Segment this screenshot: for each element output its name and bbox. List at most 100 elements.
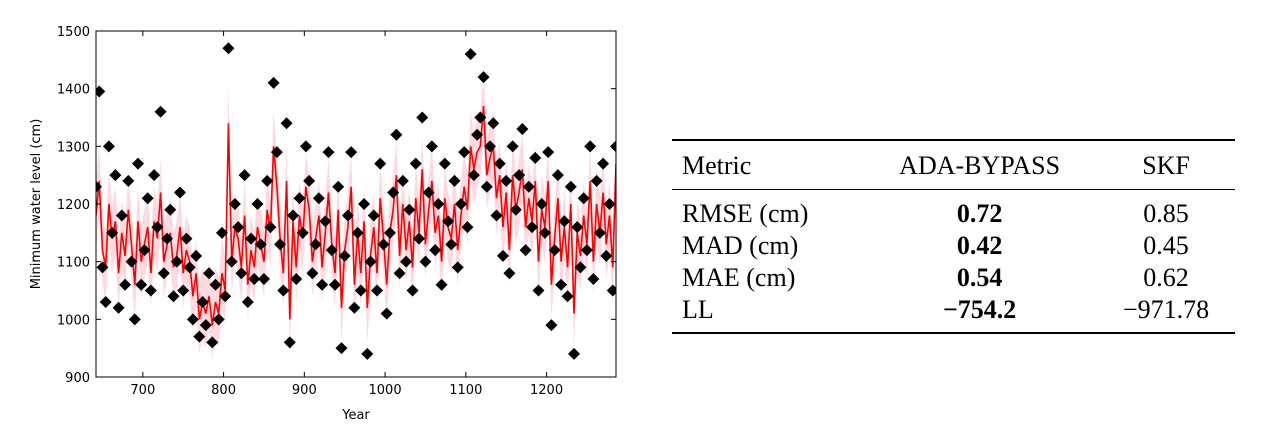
observed-point: [283, 336, 296, 349]
metric-name: MAD (cm): [682, 231, 799, 260]
observed-point: [138, 244, 151, 257]
observed-point: [238, 169, 251, 182]
observed-point: [99, 296, 112, 309]
observed-point: [193, 330, 206, 343]
observed-point: [580, 244, 593, 257]
observed-point: [335, 342, 348, 355]
observed-point: [257, 272, 270, 285]
observed-point: [522, 180, 535, 193]
observed-point: [358, 198, 371, 210]
table-row: LL −754.2 −971.78: [672, 294, 1235, 333]
observed-point: [571, 221, 584, 234]
observed-point: [290, 272, 303, 285]
header-ada-bypass: ADA-BYPASS: [899, 151, 1061, 180]
observed-point: [513, 169, 526, 182]
observed-point: [177, 284, 190, 297]
observed-point: [151, 221, 164, 234]
observed-point: [403, 203, 416, 216]
observed-point: [603, 198, 616, 210]
observed-point: [248, 272, 261, 285]
results-table: Metric ADA-BYPASS SKF RMSE (cm) 0.72 0.8…: [672, 139, 1235, 334]
table-row: MAD (cm) 0.42 0.45: [672, 230, 1235, 262]
observed-point: [312, 192, 325, 205]
observed-point: [287, 209, 300, 222]
observed-point: [267, 76, 280, 89]
observed-point: [577, 192, 590, 205]
observed-point: [454, 198, 467, 210]
observed-point: [254, 238, 267, 251]
observed-point: [135, 278, 148, 291]
observed-point: [274, 238, 287, 251]
observed-point: [245, 232, 258, 245]
metric-name: MAE (cm): [682, 263, 796, 292]
observed-point: [535, 198, 548, 210]
observed-point: [551, 169, 564, 182]
observed-point: [370, 284, 383, 297]
observed-point: [316, 278, 329, 291]
observed-point: [222, 42, 235, 55]
observed-point: [555, 278, 568, 291]
x-tick-label: 700: [130, 383, 155, 398]
uncertainty-band: [96, 71, 616, 360]
observed-point: [445, 238, 458, 251]
observed-point: [96, 85, 106, 98]
observed-point: [277, 284, 290, 297]
observed-point: [122, 174, 135, 187]
observed-point: [183, 261, 196, 274]
observed-point: [102, 140, 115, 153]
y-axis-label: Minimum water level (cm): [29, 119, 44, 290]
observed-point: [451, 261, 464, 274]
y-tick-label: 1400: [57, 83, 90, 98]
observed-point: [432, 198, 445, 210]
observed-point: [309, 238, 322, 251]
observed-point: [173, 186, 186, 199]
observed-point: [590, 174, 603, 187]
water-level-chart: 700 800 900 1000 1100 1200 900 1000 1100 1200 1300…: [29, 25, 617, 423]
observed-point: [219, 290, 232, 303]
observed-point: [412, 232, 425, 245]
observed-point: [490, 209, 503, 222]
observed-point: [600, 249, 613, 262]
y-tick-label: 1200: [57, 198, 90, 213]
observed-point: [487, 117, 500, 130]
observed-point: [503, 267, 516, 280]
observed-point: [526, 221, 539, 234]
observed-point: [190, 249, 203, 262]
x-tick-label: 800: [211, 383, 236, 398]
observed-point: [597, 157, 610, 170]
observed-point: [203, 267, 216, 280]
x-tick-label: 1100: [449, 383, 482, 398]
observed-point: [144, 284, 157, 297]
table-row: RMSE (cm) 0.72 0.85: [672, 190, 1235, 231]
observed-point: [380, 307, 393, 320]
ada-bypass-value: 0.72: [956, 199, 1003, 228]
observed-point: [131, 157, 144, 170]
observed-point: [484, 140, 497, 153]
observed-point: [383, 226, 396, 239]
observed-point: [438, 157, 451, 170]
observed-point: [584, 140, 597, 153]
ada-bypass-value: 0.42: [956, 231, 1003, 260]
observed-point: [264, 221, 277, 234]
header-skf: SKF: [1142, 151, 1190, 180]
observed-point: [299, 140, 312, 153]
x-tick-label: 1000: [369, 383, 402, 398]
observed-point: [448, 174, 461, 187]
observed-point: [561, 290, 574, 303]
observed-point: [361, 347, 374, 360]
observed-point: [493, 157, 506, 170]
observed-point: [542, 146, 555, 159]
y-tick-label: 1000: [57, 313, 90, 328]
observed-point: [519, 244, 532, 257]
x-tick-label: 1200: [530, 383, 563, 398]
observed-point: [367, 209, 380, 222]
table-header-row: Metric ADA-BYPASS SKF: [672, 140, 1235, 190]
observed-point: [442, 215, 455, 228]
y-tick-label: 1500: [57, 25, 90, 40]
skf-value: 0.85: [1143, 199, 1189, 228]
observed-point: [106, 226, 119, 239]
observed-point: [458, 146, 471, 159]
observed-point: [215, 226, 228, 239]
observed-point: [471, 128, 484, 141]
observed-point: [574, 261, 587, 274]
